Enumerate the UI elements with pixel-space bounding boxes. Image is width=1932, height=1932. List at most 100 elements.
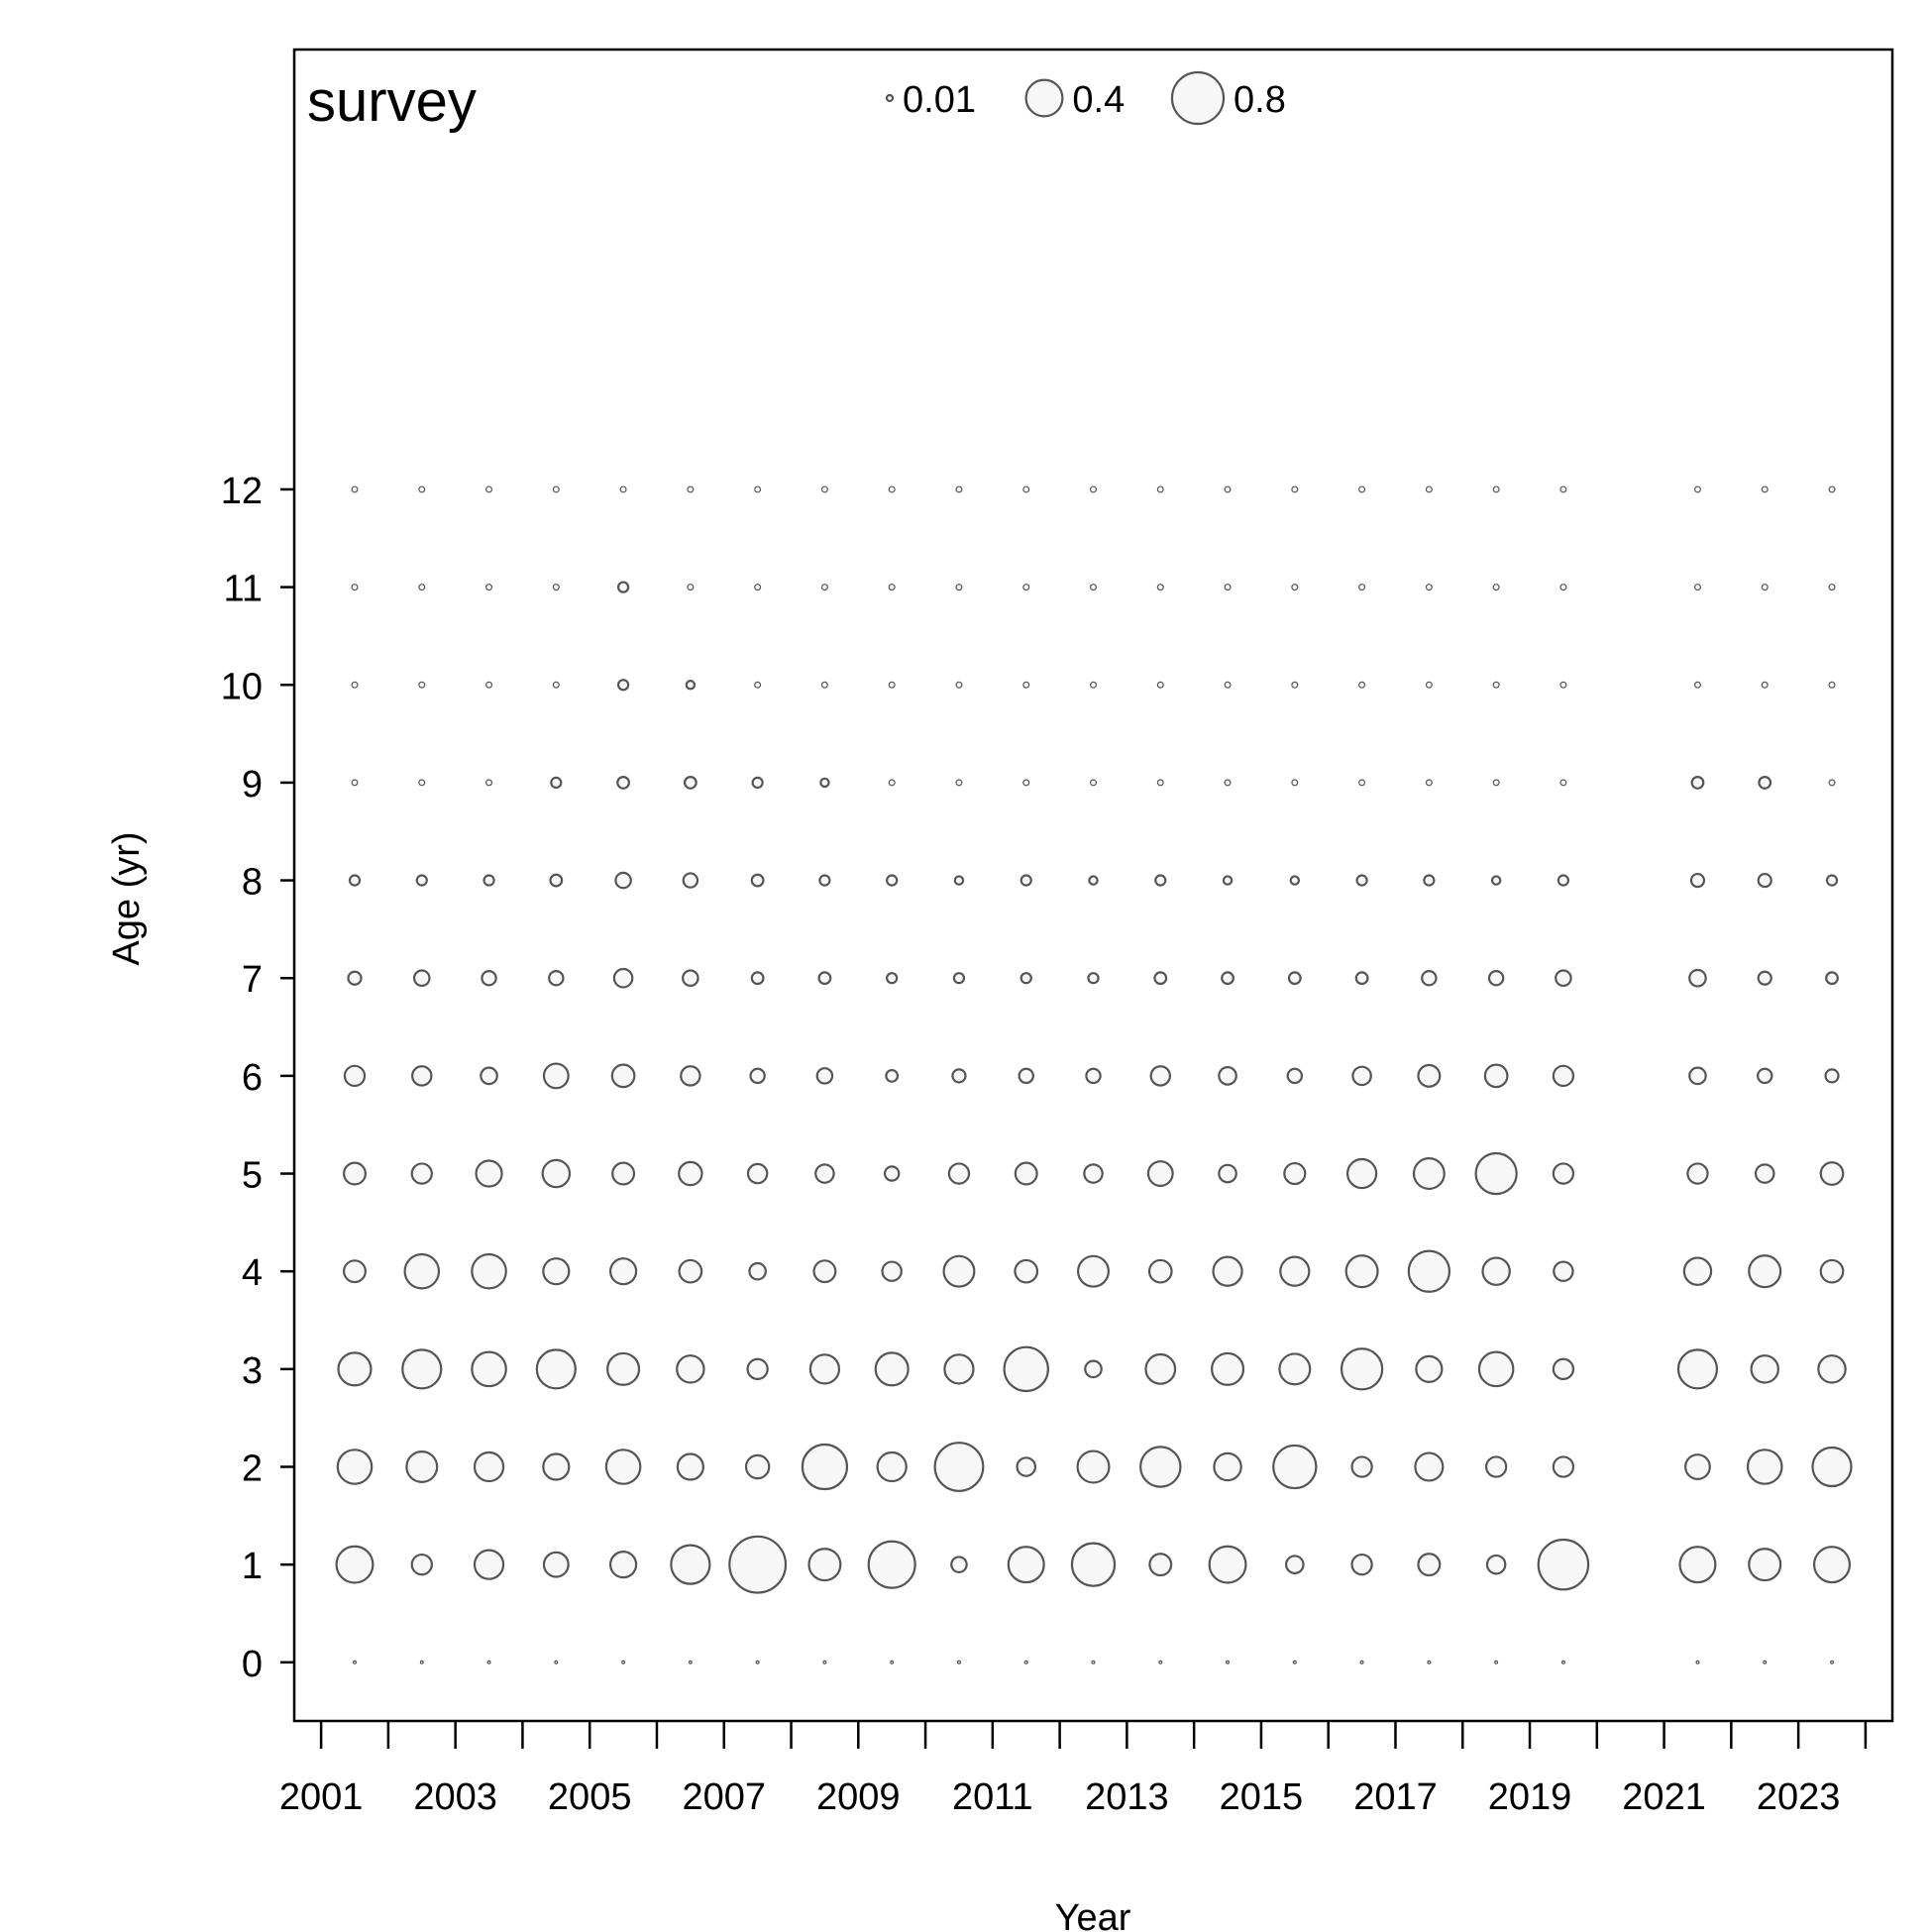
- bubble-point: [1425, 779, 1433, 787]
- bubble-point: [885, 1068, 900, 1083]
- bubble-point: [1676, 1348, 1719, 1390]
- bubble-point: [676, 1354, 705, 1384]
- bubble-point: [1425, 485, 1433, 493]
- bubble-point: [1291, 681, 1299, 689]
- bubble-point: [1754, 1163, 1775, 1184]
- bubble-point: [554, 1660, 559, 1664]
- y-tick-label: 7: [242, 959, 263, 1001]
- bubble-point: [1089, 779, 1098, 787]
- bubble-point: [1559, 584, 1567, 591]
- bubble-point: [1023, 1660, 1028, 1664]
- bubble-point: [1417, 1553, 1442, 1577]
- x-tick-label: 2005: [548, 1776, 632, 1818]
- bubble-point: [817, 971, 832, 986]
- bubble-point: [1284, 1555, 1305, 1574]
- bubble-point: [1283, 1161, 1307, 1186]
- bubble-point: [1492, 779, 1500, 787]
- bubble-point: [1682, 1256, 1713, 1286]
- bubble-point: [1292, 1660, 1297, 1664]
- bubble-point: [1423, 874, 1436, 887]
- bubble-point: [1286, 1067, 1304, 1085]
- x-tick-label: 2015: [1220, 1776, 1304, 1818]
- bubble-point: [1688, 968, 1707, 988]
- bubble-point: [1819, 1161, 1845, 1186]
- x-tick-label: 2021: [1622, 1776, 1706, 1818]
- bubble-point: [1695, 1660, 1700, 1664]
- bubble-point: [1830, 1660, 1835, 1664]
- bubble-point: [1213, 1451, 1242, 1482]
- y-tick-label: 2: [242, 1448, 263, 1489]
- bubble-point: [1358, 681, 1366, 689]
- bubble-point: [1425, 584, 1433, 591]
- bubble-point: [1351, 1065, 1372, 1087]
- y-tick-label: 3: [242, 1350, 263, 1392]
- bubble-point: [351, 584, 359, 591]
- y-tick-label: 11: [224, 569, 263, 610]
- bubble-point: [552, 681, 560, 689]
- bubble-point: [1221, 971, 1234, 986]
- bubble-point: [1407, 1249, 1451, 1293]
- bubble-point: [751, 776, 764, 790]
- bubble-point: [486, 1660, 491, 1664]
- bubble-point: [1350, 1553, 1373, 1576]
- bubble-layer: [335, 485, 1853, 1664]
- x-tick-label: 2011: [952, 1776, 1033, 1818]
- bubble-point: [1091, 1660, 1096, 1664]
- bubble-point: [682, 872, 699, 889]
- bubble-point: [1690, 775, 1705, 790]
- bubble-point: [1222, 875, 1234, 886]
- bubble-point: [888, 485, 896, 493]
- y-tick-label: 4: [242, 1252, 263, 1294]
- bubble-point: [485, 584, 493, 591]
- bubble-point: [1825, 874, 1839, 887]
- bubble-point: [1212, 1255, 1243, 1287]
- bubble-point: [1014, 1161, 1038, 1186]
- bubble-point: [1555, 969, 1572, 988]
- bubble-point: [744, 1453, 771, 1480]
- y-tick-label: 9: [242, 764, 263, 805]
- y-tick-label: 12: [221, 471, 263, 512]
- bubble-point: [1494, 1660, 1499, 1664]
- bubble-point: [619, 485, 627, 493]
- bubble-point: [535, 1348, 577, 1390]
- bubble-point: [1156, 779, 1164, 787]
- bubble-point: [418, 584, 426, 591]
- bubble-point: [1344, 1254, 1379, 1289]
- bubble-point: [750, 873, 765, 888]
- bubble-point: [678, 1160, 703, 1187]
- bubble-point: [1087, 972, 1100, 985]
- bubble-point: [728, 1535, 788, 1594]
- x-tick-label: 2003: [413, 1776, 497, 1818]
- x-tick-label: 2019: [1488, 1776, 1572, 1818]
- bubble-point: [955, 681, 963, 689]
- bubble-point: [1022, 779, 1030, 787]
- bubble-point: [1211, 1351, 1245, 1386]
- bubble-point: [688, 1660, 693, 1664]
- bubble-point: [888, 584, 896, 591]
- bubble-point: [942, 1254, 976, 1288]
- bubble-point: [1417, 1063, 1442, 1088]
- bubble-point: [1018, 1067, 1034, 1085]
- bubble-point: [1812, 1546, 1852, 1584]
- bubble-point: [608, 1551, 638, 1579]
- bubble-point: [348, 874, 362, 887]
- bubble-point: [411, 1065, 433, 1087]
- bubble-point: [485, 681, 493, 689]
- bubble-point: [351, 485, 359, 493]
- bubble-point: [1089, 485, 1098, 493]
- bubble-point: [418, 681, 426, 689]
- bubble-point: [336, 1449, 374, 1485]
- x-tick-label: 2009: [816, 1776, 901, 1818]
- bubble-point: [876, 1450, 908, 1483]
- plot-frame: [292, 48, 1894, 1723]
- bubble-point: [867, 1540, 916, 1589]
- bubble-point: [808, 1353, 841, 1385]
- bubble-point: [1076, 1449, 1111, 1484]
- bubble-point: [1016, 1456, 1037, 1477]
- bubble-point: [955, 584, 963, 591]
- bubble-point: [886, 972, 899, 985]
- bubble-point: [1492, 681, 1500, 689]
- bubble-point: [352, 1660, 357, 1664]
- bubble-point: [1022, 485, 1030, 493]
- bubble-point: [1287, 971, 1302, 986]
